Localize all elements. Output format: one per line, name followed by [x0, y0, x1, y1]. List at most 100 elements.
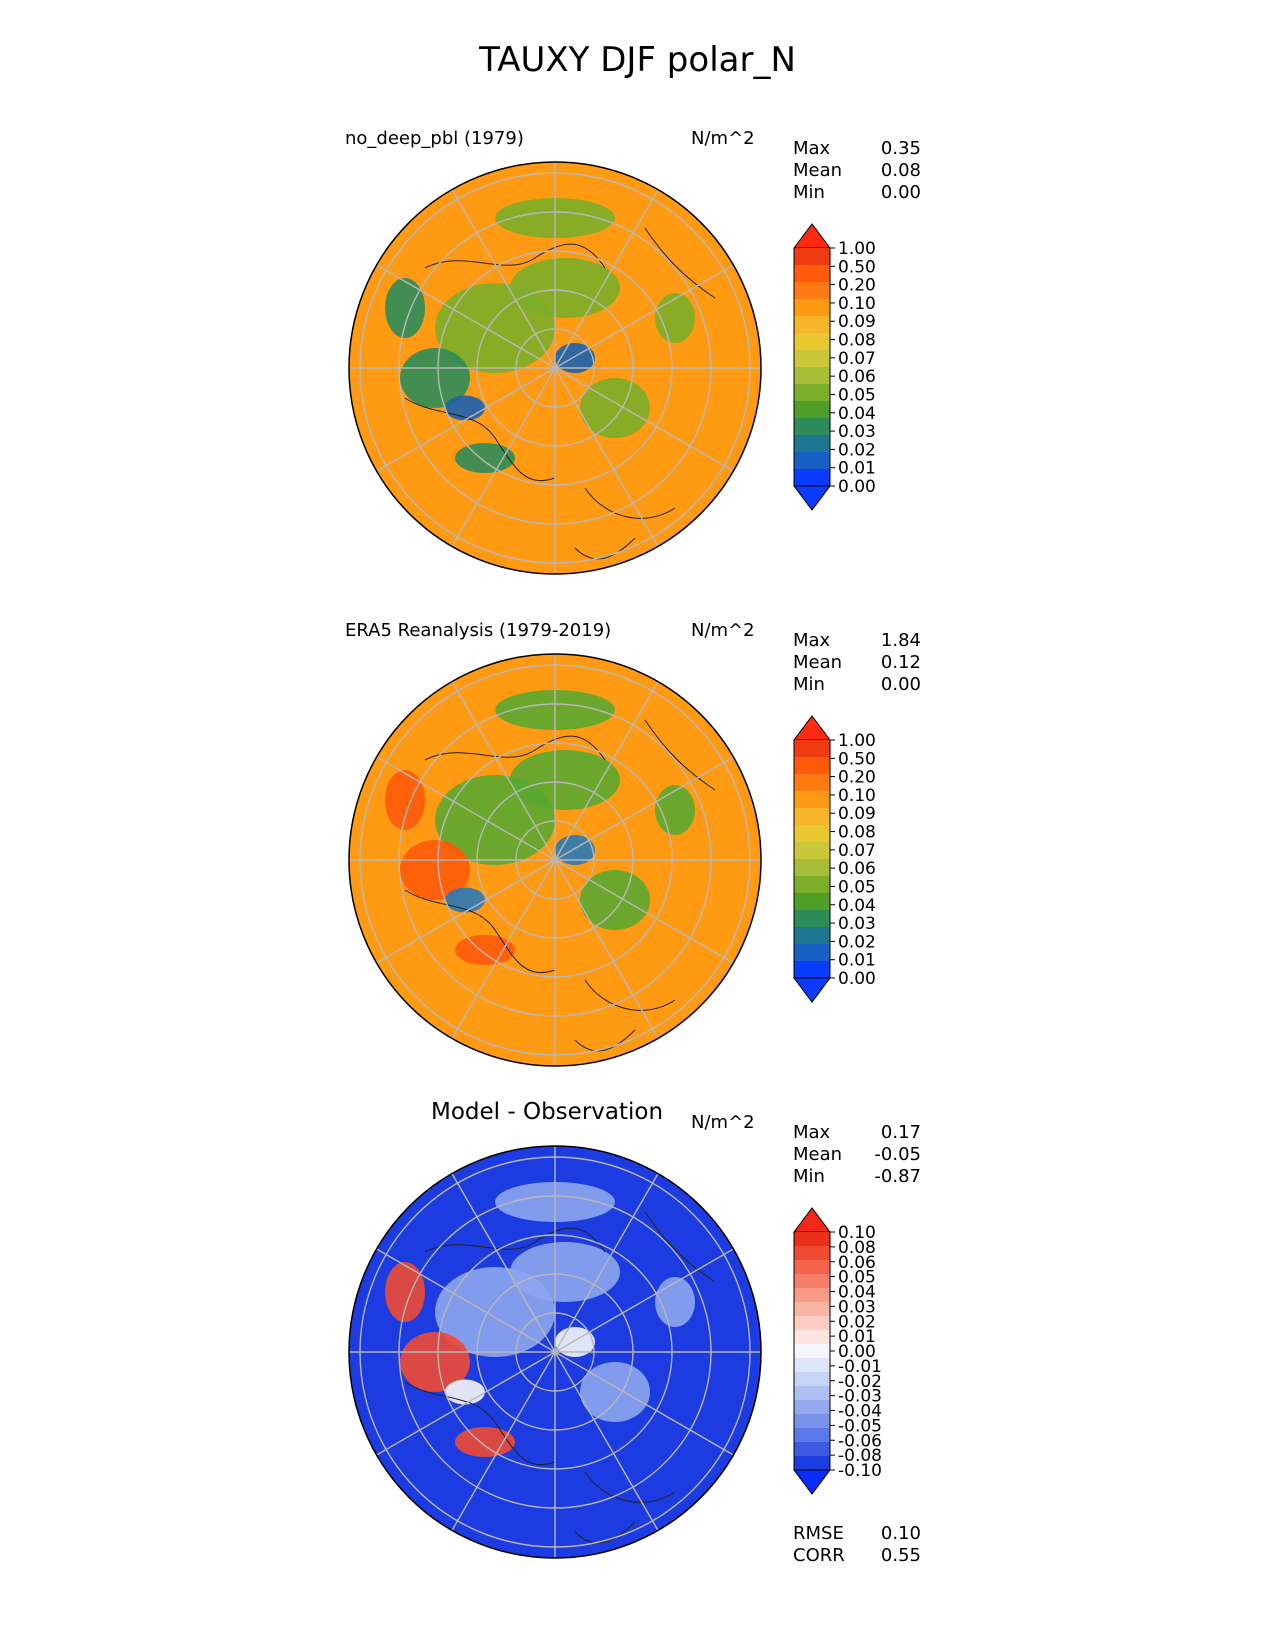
field-region [385, 278, 425, 338]
field-region [455, 1427, 515, 1457]
stat-value: -0.87 [874, 1166, 921, 1187]
metric-label: RMSE [793, 1523, 844, 1544]
colorbar-segment [794, 1246, 830, 1261]
stat-value: 0.08 [880, 160, 921, 181]
colorbar-segment [794, 469, 830, 487]
stat-value: -0.05 [874, 1144, 921, 1165]
colorbar-tick-label: 0.01 [838, 1327, 876, 1347]
colorbar-segment [794, 1442, 830, 1457]
colorbar-segment [794, 1386, 830, 1401]
colorbar-extend-top [793, 223, 831, 249]
colorbar-tick-label: -0.10 [838, 1461, 882, 1481]
map-field [349, 162, 761, 574]
units-label: N/m^2 [691, 1112, 755, 1133]
colorbar-tick-label: -0.05 [838, 1416, 882, 1436]
colorbar-tick-label: -0.02 [838, 1372, 882, 1392]
colorbar-extend-top [793, 1207, 831, 1233]
polar-map [348, 1145, 762, 1559]
panel-title: Model - Observation [431, 1099, 664, 1125]
stat-value: 0.35 [880, 138, 921, 159]
colorbar-segment [794, 1456, 830, 1471]
colorbar-segment [794, 910, 830, 928]
map-field [349, 1146, 761, 1558]
colorbar-segment [794, 876, 830, 894]
colorbar-tick-label: 0.03 [838, 914, 876, 934]
colorbar-segment [794, 1330, 830, 1345]
colorbar-segment [794, 757, 830, 775]
colorbar-tick-label: 0.02 [838, 1312, 876, 1332]
stats-block: Max 0.35 Mean 0.08 Min 0.00 [793, 138, 921, 204]
colorbar-segment [794, 333, 830, 351]
colorbar-tick-label: 0.02 [838, 440, 876, 460]
longitude-line [376, 756, 734, 964]
colorbar-segment [794, 452, 830, 470]
colorbar-tick-label: 0.05 [838, 1268, 876, 1288]
colorbar-segment [794, 791, 830, 809]
field-region [445, 1379, 485, 1405]
colorbar-segment [794, 265, 830, 283]
colorbar-tick-label: 0.10 [838, 786, 876, 806]
colorbar-tick-label: -0.01 [838, 1357, 882, 1377]
longitude-line [376, 1248, 734, 1456]
colorbar-segment [794, 367, 830, 385]
colorbar-segment [794, 1302, 830, 1317]
colorbar-tick-label: 0.50 [838, 749, 876, 769]
stat-value: 0.00 [880, 182, 921, 203]
stat-value: 0.12 [880, 652, 921, 673]
polar-map [348, 653, 762, 1067]
colorbar-tick-label: 0.00 [838, 969, 876, 989]
field-region [510, 258, 620, 318]
colorbar-segment [794, 316, 830, 334]
colorbar: 0.100.080.060.050.040.030.020.010.00-0.0… [793, 1207, 882, 1495]
colorbar: 1.000.500.200.100.090.080.070.060.050.04… [793, 223, 876, 511]
colorbar-tick-label: 0.00 [838, 477, 876, 497]
colorbar-tick-label: 0.50 [838, 257, 876, 277]
colorbar-tick-label: 0.04 [838, 1283, 876, 1303]
panel-model: no_deep_pbl (1979) N/m^2 Max 0.35 Mean 0.0… [0, 128, 1275, 598]
stat-label: Mean [793, 160, 843, 181]
colorbar-segment [794, 1274, 830, 1289]
colorbar-outline [793, 740, 831, 978]
colorbar-tick-label: 0.00 [838, 1342, 876, 1362]
stat-label: Max [793, 630, 831, 651]
stat-value: 0.00 [880, 674, 921, 695]
colorbar-segment [794, 842, 830, 860]
stat-value: 0.17 [880, 1122, 921, 1143]
field-region [400, 840, 470, 900]
panel-observation: ERA5 Reanalysis (1979-2019) N/m^2 Max 1.8… [0, 620, 1275, 1090]
stats-block: Max 0.17 Mean -0.05 Min -0.87 [793, 1122, 921, 1188]
colorbar-segment [794, 961, 830, 979]
colorbar-segment [794, 927, 830, 945]
colorbar-tick-label: 0.03 [838, 422, 876, 442]
field-region [510, 1242, 620, 1302]
field-region [400, 348, 470, 408]
coastline [404, 227, 716, 560]
field-region [655, 1277, 695, 1327]
stat-label: Mean [793, 1144, 843, 1165]
colorbar-tick-label: 0.09 [838, 312, 876, 332]
field-region [445, 887, 485, 913]
colorbar-tick-label: 0.03 [838, 1297, 876, 1317]
colorbar-tick-label: 0.07 [838, 349, 876, 369]
colorbar-segment [794, 282, 830, 300]
colorbar-segment [794, 893, 830, 911]
colorbar-segment [794, 944, 830, 962]
stat-label: Min [793, 1166, 825, 1187]
field-region [655, 293, 695, 343]
metric-value: 0.55 [880, 1545, 921, 1566]
coastline [404, 1211, 716, 1544]
metric-label: CORR [793, 1545, 845, 1566]
colorbar-segment [794, 1260, 830, 1275]
colorbar-segment [794, 1372, 830, 1387]
colorbar-tick-label: 0.10 [838, 1223, 876, 1243]
colorbar-tick-label: 0.07 [838, 841, 876, 861]
colorbar-extend-bottom [793, 1469, 831, 1495]
units-label: N/m^2 [691, 620, 755, 641]
colorbar-tick-label: 0.20 [838, 276, 876, 296]
stat-label: Min [793, 182, 825, 203]
colorbar-tick-label: 0.08 [838, 331, 876, 351]
colorbar: 1.000.500.200.100.090.080.070.060.050.04… [793, 715, 876, 1003]
colorbar-tick-label: 0.06 [838, 1253, 876, 1273]
colorbar-tick-label: 0.08 [838, 1238, 876, 1258]
coastline [404, 719, 716, 1052]
